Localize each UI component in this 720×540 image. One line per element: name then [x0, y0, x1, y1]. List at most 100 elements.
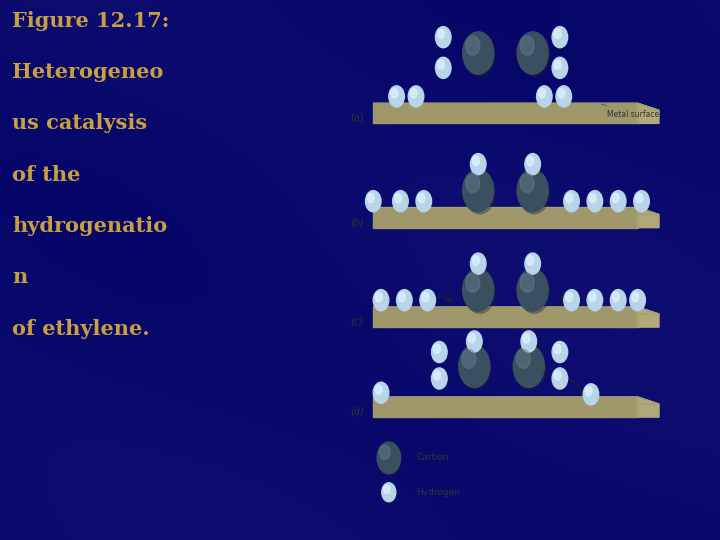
Polygon shape [373, 307, 638, 327]
Circle shape [518, 172, 550, 214]
Circle shape [613, 193, 619, 203]
Circle shape [554, 29, 561, 39]
Circle shape [459, 345, 490, 388]
Circle shape [536, 86, 552, 107]
Text: Hydrogen: Hydrogen [416, 488, 460, 497]
Circle shape [634, 191, 649, 212]
Polygon shape [373, 207, 638, 228]
Circle shape [527, 156, 534, 166]
Circle shape [611, 289, 626, 310]
Circle shape [373, 289, 389, 310]
Circle shape [408, 86, 424, 107]
Circle shape [470, 153, 486, 175]
Circle shape [518, 34, 550, 76]
Text: of the: of the [12, 165, 81, 185]
Circle shape [460, 347, 492, 389]
Circle shape [521, 331, 536, 352]
Circle shape [583, 384, 599, 405]
Polygon shape [638, 207, 659, 228]
Text: Carbon: Carbon [416, 454, 449, 462]
Circle shape [613, 292, 619, 302]
Circle shape [525, 153, 541, 175]
Circle shape [464, 172, 495, 214]
Polygon shape [638, 307, 659, 327]
Circle shape [469, 334, 475, 343]
Circle shape [554, 344, 561, 354]
Circle shape [527, 256, 534, 265]
Circle shape [554, 370, 561, 380]
Circle shape [636, 193, 643, 203]
Circle shape [566, 193, 572, 203]
Circle shape [367, 193, 374, 203]
Circle shape [564, 191, 580, 212]
Circle shape [399, 292, 405, 302]
Circle shape [472, 256, 480, 265]
Circle shape [438, 60, 444, 70]
Text: of ethylene.: of ethylene. [12, 319, 150, 339]
Circle shape [587, 289, 603, 310]
Circle shape [436, 26, 451, 48]
Text: Figure 12.17:: Figure 12.17: [12, 11, 169, 31]
Text: hydrogenatio: hydrogenatio [12, 216, 167, 236]
Circle shape [422, 292, 429, 302]
Circle shape [517, 170, 548, 212]
Circle shape [433, 370, 441, 380]
Circle shape [472, 156, 480, 166]
Circle shape [554, 60, 561, 70]
Text: Metal surface: Metal surface [601, 104, 659, 119]
Circle shape [466, 174, 480, 193]
Circle shape [515, 347, 546, 389]
Circle shape [375, 385, 382, 394]
Circle shape [587, 191, 603, 212]
Circle shape [433, 344, 441, 354]
Circle shape [410, 89, 417, 98]
Text: (b): (b) [350, 217, 364, 227]
Text: us catalysis: us catalysis [12, 113, 147, 133]
Circle shape [462, 349, 476, 368]
Circle shape [552, 368, 567, 389]
Circle shape [632, 292, 639, 302]
Polygon shape [638, 397, 659, 417]
Circle shape [521, 273, 534, 292]
Circle shape [463, 170, 494, 212]
Circle shape [517, 32, 548, 74]
Circle shape [463, 32, 494, 74]
Text: (a): (a) [350, 113, 364, 123]
Circle shape [377, 442, 400, 474]
Circle shape [375, 292, 382, 302]
Circle shape [470, 253, 486, 274]
Circle shape [389, 86, 405, 107]
Circle shape [391, 89, 397, 98]
Circle shape [379, 445, 390, 460]
Circle shape [436, 57, 451, 78]
Circle shape [416, 191, 431, 212]
Circle shape [552, 57, 567, 78]
Circle shape [431, 368, 447, 389]
Polygon shape [373, 397, 638, 417]
Circle shape [464, 271, 495, 313]
Circle shape [589, 292, 596, 302]
Circle shape [366, 191, 381, 212]
Text: (c): (c) [350, 316, 363, 327]
Circle shape [431, 341, 447, 363]
Circle shape [521, 174, 534, 193]
Circle shape [611, 191, 626, 212]
Circle shape [517, 269, 548, 311]
Circle shape [378, 443, 402, 475]
Text: Heterogeneo: Heterogeneo [12, 62, 163, 82]
Circle shape [466, 273, 480, 292]
Circle shape [438, 29, 444, 39]
Circle shape [556, 86, 572, 107]
Circle shape [630, 289, 645, 310]
Text: n: n [12, 267, 27, 287]
Circle shape [516, 349, 531, 368]
Circle shape [463, 269, 494, 311]
Circle shape [585, 387, 592, 396]
Circle shape [589, 193, 596, 203]
Circle shape [552, 26, 567, 48]
Circle shape [392, 191, 408, 212]
Polygon shape [638, 103, 659, 124]
Text: (d): (d) [350, 406, 364, 416]
Polygon shape [373, 207, 659, 214]
Circle shape [513, 345, 544, 388]
